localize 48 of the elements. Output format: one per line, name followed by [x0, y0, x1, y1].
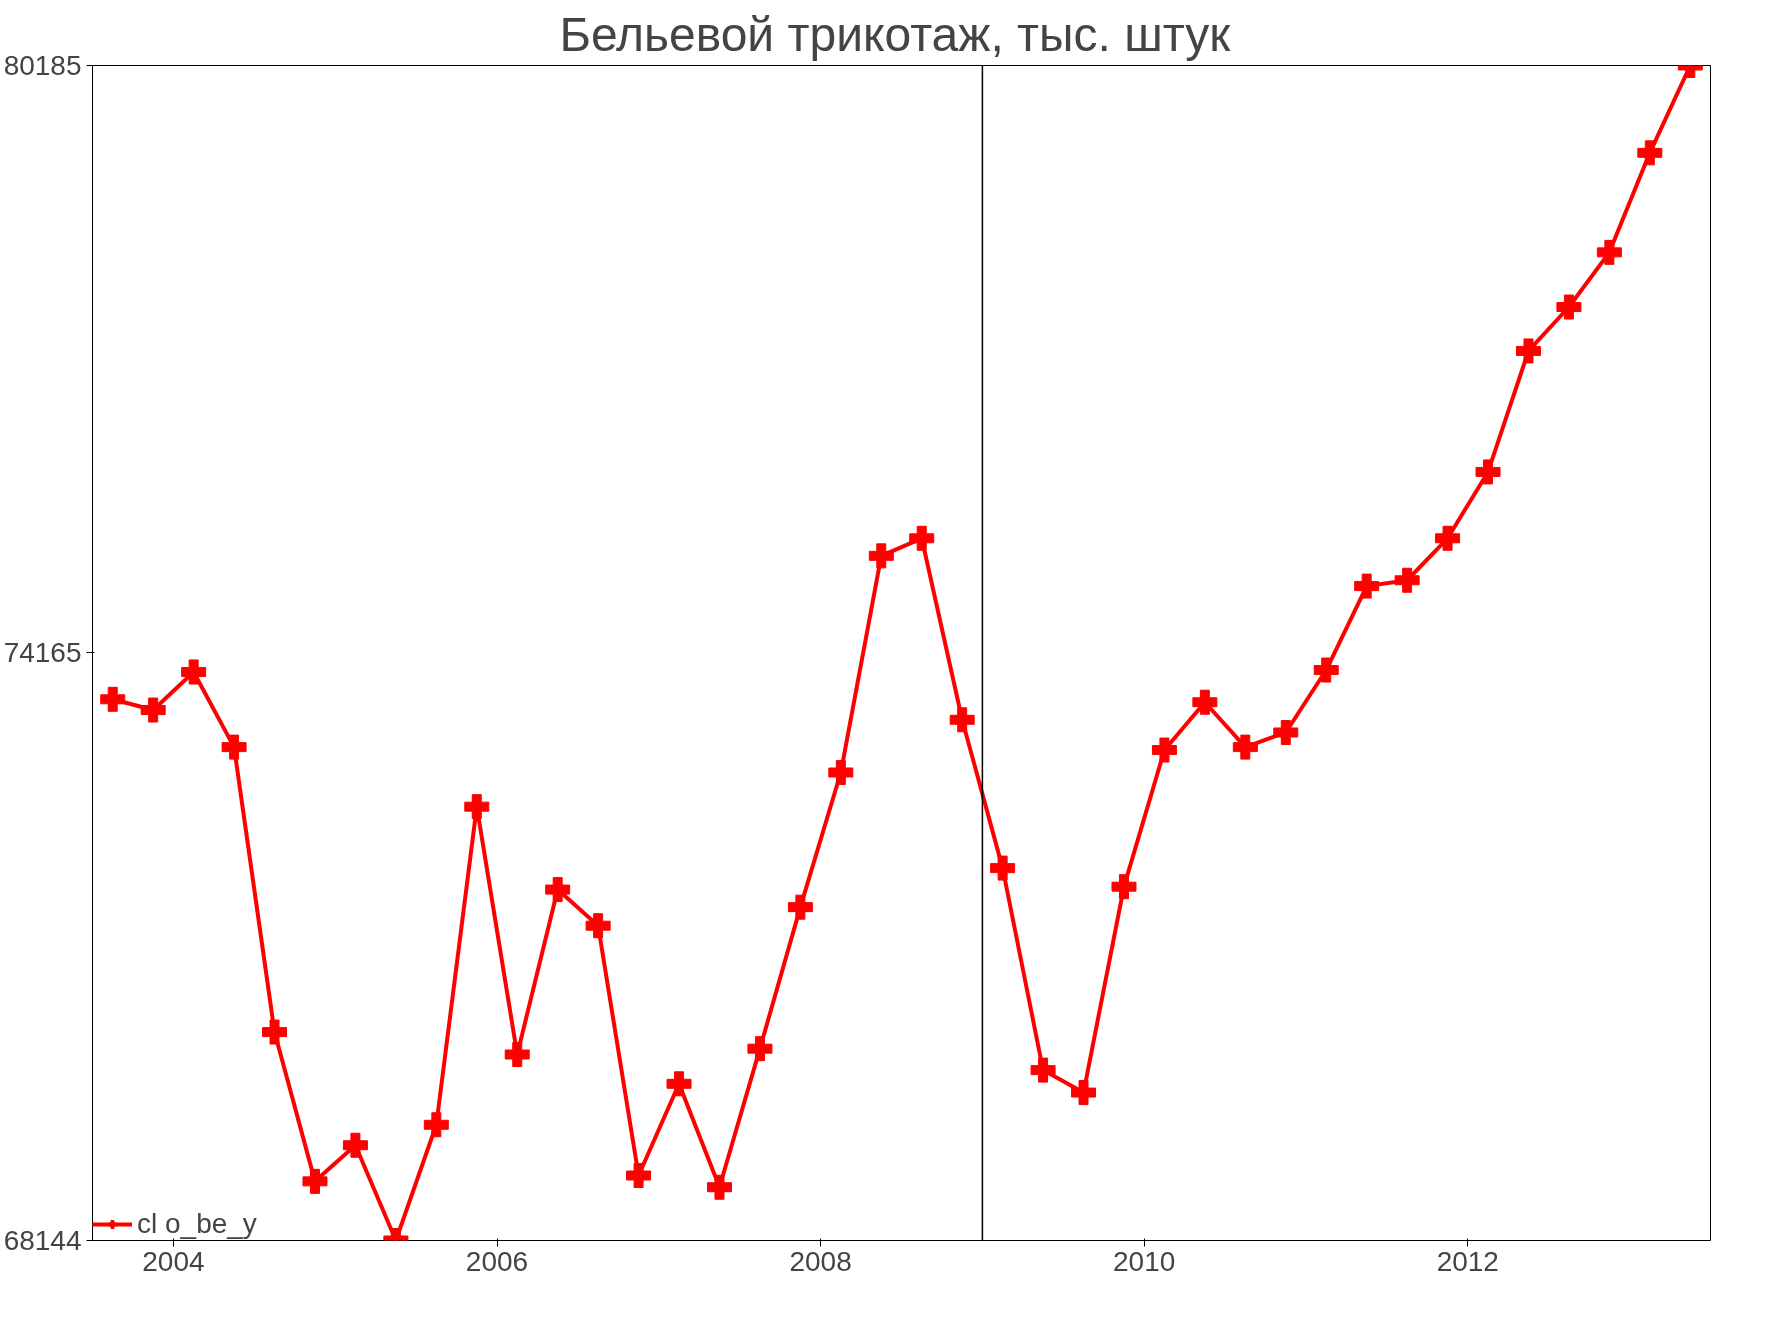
- point: [181, 659, 207, 685]
- x-tick-label: 2004: [142, 1245, 205, 1277]
- point: [1192, 689, 1218, 715]
- y-tick-label: 80185: [3, 50, 82, 81]
- point: [1435, 525, 1461, 551]
- point: [1515, 338, 1541, 364]
- point: [1030, 1057, 1056, 1083]
- point: [464, 794, 490, 820]
- point: [302, 1168, 328, 1194]
- x-tick-label: 2008: [789, 1245, 852, 1277]
- chart-title: Бельевой трикотаж, тыс. штук: [559, 7, 1232, 61]
- x-tick-label: 2006: [465, 1245, 529, 1277]
- point: [262, 1019, 288, 1045]
- point: [626, 1163, 652, 1189]
- point: [666, 1071, 692, 1097]
- point: [100, 686, 126, 712]
- point: [990, 855, 1016, 881]
- y-tick-label: 68144: [3, 1225, 82, 1256]
- point: [828, 759, 854, 785]
- x-tick-label: 2010: [1113, 1245, 1176, 1277]
- point: [1556, 294, 1582, 320]
- point: [585, 913, 611, 939]
- point: [868, 543, 894, 569]
- point: [949, 707, 975, 733]
- point: [1354, 573, 1380, 599]
- point: [787, 894, 813, 920]
- point: [545, 877, 571, 903]
- point: [1313, 657, 1339, 683]
- legend-label: cl o_be_y: [137, 1208, 257, 1240]
- point: [1394, 567, 1420, 593]
- point: [221, 734, 247, 760]
- x-tick-label: 2012: [1436, 1245, 1499, 1277]
- point: [909, 525, 935, 551]
- point: [1232, 734, 1258, 760]
- y-tick-label: 74165: [3, 637, 82, 669]
- point: [140, 697, 166, 723]
- point: [423, 1112, 449, 1138]
- point: [1111, 874, 1137, 900]
- point: [1637, 140, 1663, 166]
- point: [1596, 239, 1622, 265]
- point: [747, 1036, 773, 1062]
- point: [1273, 719, 1299, 745]
- point: [706, 1174, 732, 1200]
- point: [342, 1132, 368, 1158]
- point: [1151, 737, 1177, 763]
- point: [1071, 1080, 1097, 1106]
- point: [1475, 459, 1501, 485]
- point: [504, 1042, 530, 1068]
